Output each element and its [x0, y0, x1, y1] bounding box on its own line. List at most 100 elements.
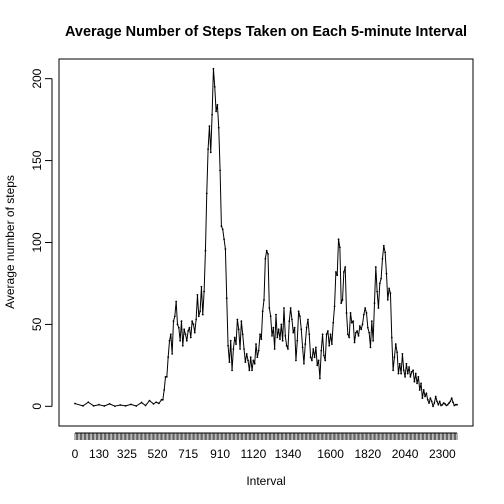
data-point: [445, 404, 448, 407]
x-tick-label: 1120: [240, 447, 266, 461]
data-point: [184, 333, 187, 336]
data-point: [326, 330, 329, 332]
data-point: [188, 326, 191, 329]
data-point: [275, 313, 277, 316]
data-point: [265, 249, 268, 252]
data-point: [82, 404, 84, 407]
data-point: [257, 349, 260, 352]
data-point: [211, 113, 213, 116]
data-point: [382, 244, 385, 247]
data-point: [420, 382, 422, 385]
data-point: [283, 307, 285, 309]
data-point: [416, 382, 418, 385]
data-point: [192, 323, 195, 326]
data-point: [337, 238, 340, 241]
data-point: [224, 248, 227, 250]
data-point: [263, 298, 265, 301]
data-point: [309, 356, 312, 359]
x-tick-label: 325: [117, 447, 137, 461]
data-point: [284, 334, 287, 337]
data-point: [325, 333, 328, 336]
x-tick-label: 520: [148, 447, 168, 461]
data-point: [304, 343, 307, 345]
data-point: [409, 375, 412, 378]
data-point: [389, 292, 392, 295]
data-point: [316, 364, 319, 367]
data-point: [207, 148, 210, 151]
data-point: [397, 372, 400, 375]
y-axis: 0 50 100 150 200: [30, 68, 53, 410]
data-point: [223, 238, 225, 241]
data-point: [365, 312, 368, 314]
data-point: [289, 307, 292, 309]
data-point: [361, 323, 364, 326]
data-point: [114, 405, 116, 408]
data-point: [384, 251, 387, 254]
data-point: [330, 343, 333, 345]
data-point: [217, 126, 220, 129]
data-point: [296, 339, 299, 342]
x-tick-label: 1600: [317, 447, 344, 461]
data-point: [450, 397, 453, 400]
data-point: [429, 397, 432, 400]
data-point: [295, 359, 297, 362]
data-point: [277, 328, 280, 331]
data-point: [342, 271, 345, 273]
series-layer: [74, 67, 458, 408]
data-point: [319, 377, 321, 380]
data-point: [386, 298, 389, 301]
data-point: [203, 290, 206, 293]
data-point: [205, 192, 208, 195]
data-point: [236, 318, 239, 321]
data-point: [312, 348, 315, 350]
data-point: [437, 403, 440, 406]
data-point: [267, 253, 269, 255]
data-point: [244, 361, 247, 363]
data-point: [273, 348, 276, 350]
data-point: [281, 339, 284, 342]
data-point: [308, 333, 311, 336]
data-point: [248, 369, 251, 372]
data-point: [377, 307, 380, 309]
data-point: [167, 356, 170, 359]
data-point: [413, 380, 416, 383]
data-point: [220, 225, 223, 228]
data-point: [297, 310, 300, 313]
data-point: [148, 399, 151, 402]
data-point: [350, 321, 353, 324]
data-point: [373, 302, 376, 305]
data-point: [291, 318, 293, 321]
data-point: [288, 320, 291, 323]
data-point: [345, 312, 348, 314]
data-point: [305, 326, 308, 329]
data-point: [417, 375, 420, 378]
data-point: [187, 330, 190, 332]
data-point: [235, 343, 237, 345]
data-point: [433, 402, 436, 404]
data-point: [452, 401, 454, 404]
data-point: [405, 362, 408, 365]
data-point: [349, 312, 352, 314]
data-point: [344, 266, 347, 268]
data-point: [381, 257, 384, 260]
data-point: [299, 315, 301, 318]
data-point: [287, 348, 289, 350]
data-point: [181, 344, 184, 347]
data-point: [368, 331, 371, 334]
data-point: [358, 325, 361, 327]
data-point: [394, 343, 397, 345]
series-line: [74, 68, 457, 407]
data-point: [279, 338, 281, 341]
data-point: [229, 339, 232, 342]
data-point: [208, 125, 211, 128]
data-point: [173, 315, 176, 318]
data-point: [323, 354, 325, 357]
data-point: [165, 375, 168, 378]
data-point: [171, 353, 174, 355]
data-point: [456, 403, 458, 406]
data-point: [346, 333, 349, 336]
data-point: [247, 359, 249, 362]
data-point: [219, 169, 221, 172]
data-point: [436, 400, 438, 403]
data-point: [336, 274, 339, 277]
